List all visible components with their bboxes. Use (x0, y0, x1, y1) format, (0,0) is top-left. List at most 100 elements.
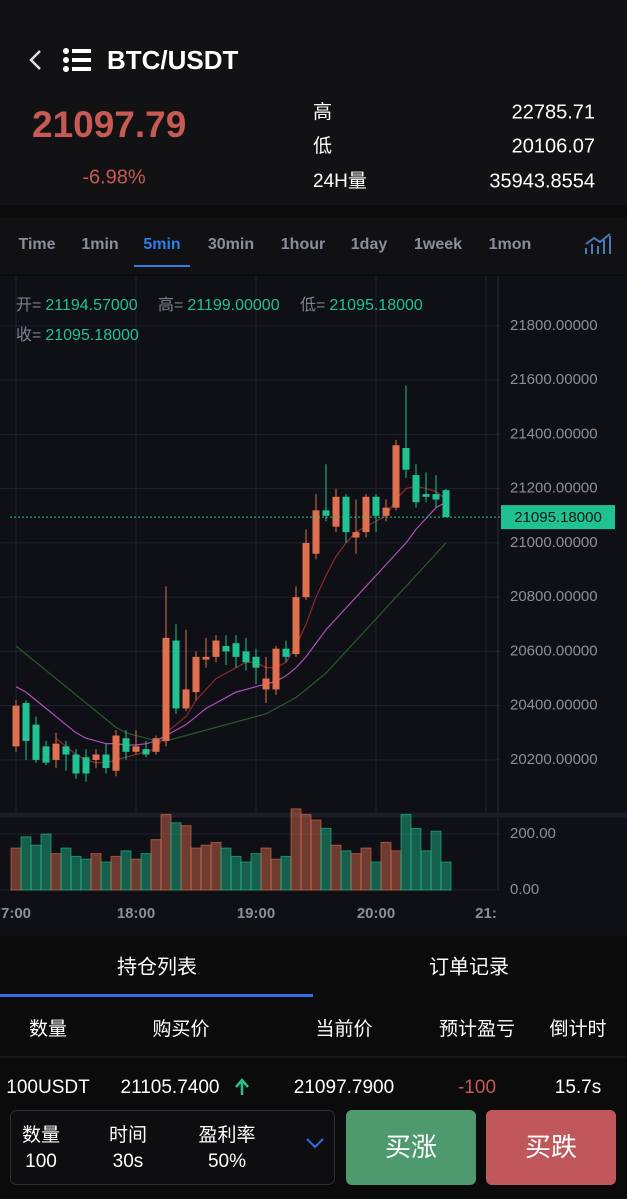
y-tick-label: 0.00 (510, 881, 539, 898)
order-box[interactable] (10, 1110, 335, 1185)
y-tick-label: 21800.00000 (510, 317, 598, 334)
candle-body (82, 757, 90, 774)
interval-tab[interactable]: 1day (351, 236, 388, 253)
candle-body (62, 746, 70, 755)
interval-tab[interactable]: 30min (208, 236, 254, 253)
tab[interactable]: 持仓列表 (117, 955, 197, 978)
volume-bar (430, 830, 442, 891)
volume-bar (130, 858, 142, 891)
volume-bar (350, 853, 362, 891)
candle-body (42, 746, 50, 763)
y-tick-label: 20400.00000 (510, 697, 598, 714)
interval-underline (134, 265, 190, 267)
y-tick-label: 20600.00000 (510, 642, 598, 659)
volume-bar (300, 813, 312, 891)
cell: 21097.7900 (294, 1077, 394, 1098)
candle-body (282, 648, 290, 657)
candle-body (312, 510, 320, 554)
back-button[interactable] (29, 50, 41, 70)
ohlc-info: 高= 21199.00000 (158, 296, 280, 314)
volume-bar (410, 827, 422, 891)
ohlc-info: 收= 21095.18000 (16, 326, 139, 344)
candle-body (222, 646, 230, 652)
stat-value: 20106.07 (512, 135, 595, 157)
volume-bar (80, 858, 92, 891)
field-label: 时间 (109, 1124, 147, 1146)
ma-line (55, 485, 447, 764)
candle-body (52, 743, 60, 760)
interval-bar (0, 218, 627, 274)
field-label: 数量 (22, 1124, 60, 1146)
candle-body (172, 640, 180, 709)
candle-body (422, 494, 430, 497)
candle-body (412, 475, 420, 503)
x-tick-label: 20:00 (357, 905, 395, 922)
volume-bar (90, 853, 102, 891)
cell: 21105.7400 (121, 1077, 220, 1098)
interval-tab[interactable]: 1week (414, 236, 462, 253)
header-bg (0, 0, 627, 205)
candle-body (432, 494, 440, 500)
field-label: 盈利率 (198, 1124, 255, 1146)
volume-bar (370, 861, 382, 891)
candle-body (382, 507, 390, 516)
buy-up-label[interactable]: 买涨 (385, 1132, 437, 1162)
pair-title: BTC/USDT (107, 45, 239, 75)
candle-body (192, 656, 200, 693)
y-tick-label: 21600.00000 (510, 371, 598, 388)
volume-bar (310, 819, 322, 891)
candle-body (92, 754, 100, 760)
volume-bar (420, 850, 432, 891)
volume-bar (250, 853, 262, 891)
interval-tab[interactable]: Time (18, 236, 55, 253)
volume-bar (50, 853, 62, 891)
volume-bar (160, 813, 172, 891)
stat-value: 22785.71 (512, 101, 595, 123)
interval-tab[interactable]: 1mon (489, 236, 532, 253)
volume-bar (340, 850, 352, 891)
ohlc-value: 21194.57000 (45, 297, 137, 314)
volume-bar (70, 855, 82, 891)
candle-body (442, 490, 450, 518)
cell: 100USDT (6, 1077, 90, 1098)
ma-line (15, 542, 447, 742)
candle-body (132, 746, 140, 752)
candle-body (342, 496, 350, 533)
field-value: 50% (208, 1151, 246, 1172)
buy-down-label[interactable]: 买跌 (525, 1132, 577, 1162)
column-header: 预计盈亏 (439, 1018, 515, 1040)
candle-body (362, 496, 370, 533)
chart-type-icon[interactable] (585, 233, 611, 254)
buy-down-button[interactable] (486, 1110, 616, 1185)
volume-bar (100, 861, 112, 891)
candle-body (112, 735, 120, 771)
volume-bar (20, 836, 32, 891)
ohlc-label: 收= (16, 326, 41, 344)
interval-tab[interactable]: 5min (143, 236, 180, 253)
up-arrow (235, 1078, 249, 1095)
ohlc-value: 21199.00000 (187, 297, 279, 314)
volume-bar (240, 861, 252, 891)
volume-bar (120, 850, 132, 891)
y-tick-label: 20800.00000 (510, 588, 598, 605)
buy-up-button[interactable] (346, 1110, 476, 1185)
candle-body (152, 738, 160, 752)
dropdown-arrow[interactable] (306, 1138, 324, 1149)
candle-body (242, 651, 250, 663)
tab[interactable]: 订单记录 (429, 955, 509, 978)
volume-bar (140, 853, 152, 891)
menu-icon[interactable] (63, 48, 91, 72)
candle-body (212, 640, 220, 657)
field-value: 30s (113, 1151, 144, 1172)
candle-body (182, 689, 190, 709)
price-change: -6.98% (82, 166, 146, 188)
interval-tab[interactable]: 1hour (281, 236, 325, 253)
ohlc-info: 开= 21194.57000 (16, 297, 138, 314)
volume-bar (220, 847, 232, 891)
ohlc-info: 低= 21095.18000 (300, 296, 423, 314)
interval-tab[interactable]: 1min (81, 236, 118, 253)
candle-body (202, 656, 210, 660)
candle-body (402, 447, 410, 470)
